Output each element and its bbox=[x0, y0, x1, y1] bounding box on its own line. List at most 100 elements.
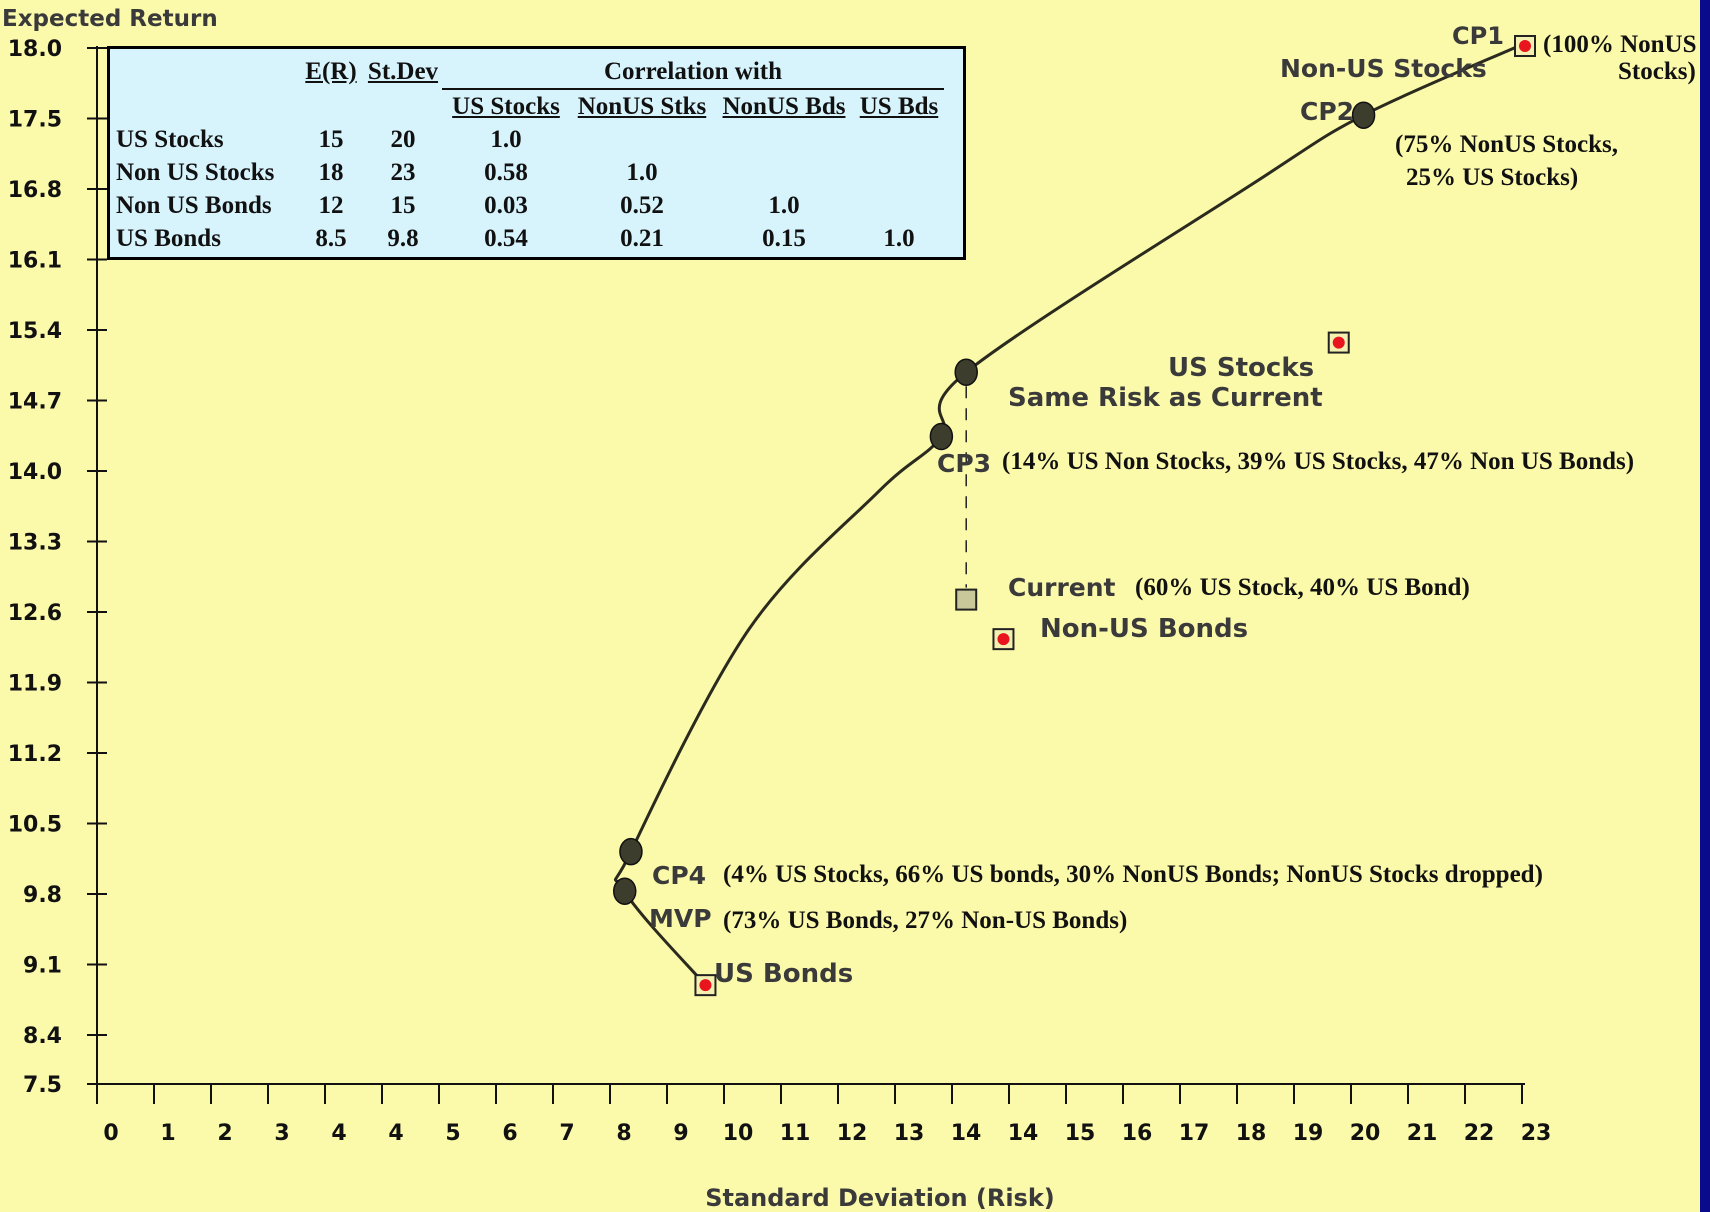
cell-corr bbox=[570, 123, 714, 156]
y-tick-label: 11.2 bbox=[8, 742, 62, 767]
y-tick-label: 12.6 bbox=[8, 601, 62, 626]
us-bonds-label: US Bonds bbox=[714, 959, 853, 989]
cell-corr: 0.15 bbox=[762, 224, 806, 252]
x-tick-label: 20 bbox=[1350, 1121, 1381, 1146]
row-label: US Bonds bbox=[116, 224, 221, 252]
header-nonus-bds: NonUS Bds bbox=[722, 92, 846, 120]
cp2-note-line2: 25% US Stocks) bbox=[1406, 164, 1578, 191]
non-us-bonds-label: Non-US Bonds bbox=[1040, 614, 1248, 644]
markers bbox=[612, 35, 1536, 997]
y-tick-label: 8.4 bbox=[23, 1024, 62, 1049]
y-tick-label: 9.8 bbox=[23, 883, 62, 908]
asset-dot bbox=[1332, 336, 1345, 349]
cell-corr: 0.21 bbox=[620, 224, 664, 252]
y-tick-label: 9.1 bbox=[23, 954, 62, 979]
x-tick-label: 6 bbox=[502, 1121, 517, 1146]
cp3-label: CP3 bbox=[937, 449, 991, 478]
y-tick-label: 17.5 bbox=[8, 108, 62, 133]
x-tick-label: 22 bbox=[1464, 1121, 1495, 1146]
cell-corr bbox=[854, 123, 944, 156]
x-tick-label: 3 bbox=[274, 1121, 289, 1146]
table-header-row-1: E(R) St.Dev Correlation with bbox=[114, 55, 944, 90]
header-er: E(R) bbox=[305, 58, 357, 85]
y-tick-label: 7.5 bbox=[23, 1073, 62, 1098]
x-tick-label: 23 bbox=[1521, 1121, 1552, 1146]
cp1-note-line2: Stocks) bbox=[1618, 58, 1696, 85]
cell-stdev: 20 bbox=[390, 125, 416, 153]
y-tick-label: 13.3 bbox=[8, 531, 62, 556]
row-label: Non US Stocks bbox=[116, 158, 275, 186]
portfolio-marker-mvp bbox=[612, 877, 637, 905]
cell-corr: 1.0 bbox=[490, 125, 522, 153]
cp2-note-line1: (75% NonUS Stocks, bbox=[1395, 131, 1618, 158]
cp2-label: CP2 bbox=[1300, 97, 1354, 126]
header-us-stocks: US Stocks bbox=[452, 92, 560, 120]
x-tick-label: 5 bbox=[445, 1121, 460, 1146]
asset-marker-us-stocks bbox=[1327, 331, 1350, 354]
cell-corr: 1.0 bbox=[883, 224, 915, 252]
us-stocks-label: US Stocks bbox=[1168, 353, 1314, 383]
x-tick-label: 10 bbox=[723, 1121, 754, 1146]
mvp-label: MVP bbox=[649, 904, 712, 933]
x-ticks: 0 1 2 3 4 4 5 6 7 8 9 10 11 12 13 14 14 15 16 17 18 19 20 21 22 2… bbox=[96, 1084, 1552, 1146]
x-tick-label: 15 bbox=[1065, 1121, 1096, 1146]
y-axis-label: Expected Return bbox=[2, 6, 218, 32]
portfolio-marker-cp3 bbox=[929, 422, 954, 451]
table-row: Non US Bonds 12 15 0.03 0.52 1.0 bbox=[114, 189, 944, 222]
cell-er: 8.5 bbox=[315, 224, 347, 252]
x-tick-label: 4 bbox=[331, 1121, 346, 1146]
header-us-bds: US Bds bbox=[859, 92, 939, 120]
cp4-label: CP4 bbox=[652, 861, 706, 890]
cp1-note-line1: (100% NonUS bbox=[1543, 31, 1697, 58]
table-header-row-2: US Stocks NonUS Stks NonUS Bds US Bds bbox=[114, 89, 944, 123]
portfolio-marker-same-risk-as-current bbox=[954, 358, 978, 386]
asset-dot bbox=[1519, 40, 1531, 52]
y-ticks: 18.0 17.5 16.8 16.1 15.4 14.7 14.0 13.3 12.6 11.9… bbox=[8, 37, 107, 1098]
x-tick-label: 8 bbox=[616, 1121, 631, 1146]
y-tick-label: 14.7 bbox=[8, 390, 62, 415]
x-tick-label: 21 bbox=[1407, 1121, 1438, 1146]
x-tick-label: 18 bbox=[1236, 1121, 1267, 1146]
same-risk-label: Same Risk as Current bbox=[1008, 383, 1323, 413]
x-tick-label: 0 bbox=[103, 1121, 118, 1146]
x-tick-label: 16 bbox=[1122, 1121, 1153, 1146]
cell-corr: 0.03 bbox=[484, 191, 528, 219]
asset-marker-non-us-bonds bbox=[992, 628, 1015, 651]
header-stdev: St.Dev bbox=[367, 58, 439, 85]
x-tick-label: 14 bbox=[951, 1121, 982, 1146]
table-row: Non US Stocks 18 23 0.58 1.0 bbox=[114, 156, 944, 189]
cell-er: 15 bbox=[318, 125, 344, 153]
x-tick-label: 12 bbox=[837, 1121, 868, 1146]
asset-marker-non-us-stocks bbox=[1514, 35, 1536, 57]
current-note: (60% US Stock, 40% US Bond) bbox=[1135, 574, 1470, 601]
asset-dot bbox=[997, 633, 1010, 646]
x-tick-label: 2 bbox=[217, 1121, 232, 1146]
correlation-table: E(R) St.Dev Correlation with US Stocks N… bbox=[107, 46, 966, 260]
asset-dot bbox=[699, 979, 712, 992]
y-tick-label: 16.8 bbox=[8, 178, 62, 203]
cell-stdev: 23 bbox=[390, 158, 416, 186]
x-tick-label: 13 bbox=[894, 1121, 925, 1146]
table-row: US Stocks 15 20 1.0 bbox=[114, 123, 944, 156]
correlation-table-grid: E(R) St.Dev Correlation with US Stocks N… bbox=[114, 55, 944, 255]
y-tick-label: 15.4 bbox=[8, 319, 62, 344]
y-tick-label: 10.5 bbox=[8, 813, 62, 838]
cell-corr bbox=[714, 123, 854, 156]
row-label: US Stocks bbox=[116, 125, 224, 153]
cell-corr bbox=[854, 156, 944, 189]
x-tick-label: 14 bbox=[1008, 1121, 1039, 1146]
x-tick-label: 17 bbox=[1179, 1121, 1210, 1146]
asset-marker-us-bonds bbox=[694, 974, 717, 997]
cell-stdev: 15 bbox=[390, 191, 416, 219]
cell-corr: 0.54 bbox=[484, 224, 528, 252]
current-label: Current bbox=[1008, 573, 1116, 602]
y-tick-label: 16.1 bbox=[8, 249, 62, 274]
cp3-note: (14% US Non Stocks, 39% US Stocks, 47% N… bbox=[1002, 448, 1634, 475]
portfolio-marker-cp4 bbox=[619, 837, 643, 866]
efficient-frontier-curve bbox=[613, 44, 1520, 987]
cp4-note: (4% US Stocks, 66% US bonds, 30% NonUS B… bbox=[723, 861, 1543, 888]
cell-er: 18 bbox=[318, 158, 344, 186]
x-tick-label: 11 bbox=[780, 1121, 811, 1146]
cell-corr: 1.0 bbox=[768, 191, 800, 219]
